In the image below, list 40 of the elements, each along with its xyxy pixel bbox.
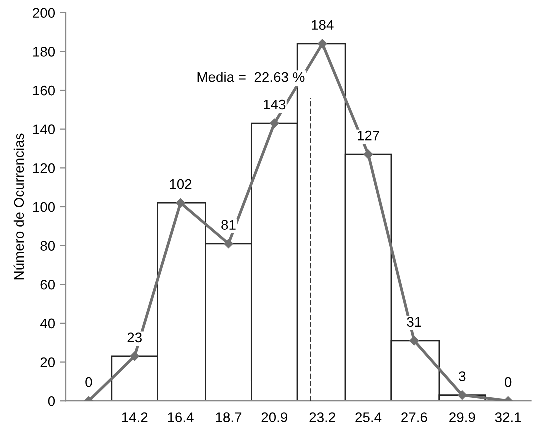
x-tick-label: 20.9: [262, 412, 288, 422]
y-tick-label: 100: [33, 202, 56, 212]
y-tick-label: 200: [33, 8, 56, 18]
x-tick-label: 32.1: [495, 412, 522, 422]
y-tick-label: 160: [33, 86, 56, 96]
y-tick-label: 180: [33, 47, 56, 57]
point: [318, 39, 328, 49]
point: [224, 239, 234, 248]
data-label: 102: [170, 179, 192, 190]
x-tick-label: 14.2: [122, 412, 148, 422]
point: [130, 352, 140, 362]
x-tick-label: 25.4: [356, 412, 382, 422]
x-tick-label: 18.7: [216, 412, 242, 422]
y-tick-label: 20: [40, 358, 56, 368]
data-label: 0: [504, 377, 512, 388]
data-label: 143: [264, 100, 286, 110]
point: [270, 118, 280, 128]
ref-line-label: Media = 22.63 %: [198, 72, 305, 82]
y-tick-label: 140: [33, 124, 56, 135]
data-label: 0: [86, 377, 92, 388]
data-label: 31: [407, 317, 422, 328]
y-tick-label: 60: [40, 280, 56, 290]
data-label: 127: [358, 130, 380, 141]
y-tick-label: 80: [40, 241, 56, 251]
data-label: 3: [459, 372, 466, 382]
data-label: 184: [312, 20, 334, 30]
point: [176, 198, 186, 208]
data-label: 23: [128, 332, 142, 343]
y-tick-label: 40: [40, 318, 56, 329]
point: [410, 336, 420, 346]
point: [458, 390, 468, 400]
x-tick-label: 16.4: [168, 412, 194, 422]
point: [364, 150, 374, 160]
y-tick-label: 120: [33, 164, 56, 174]
data-label: 81: [222, 220, 236, 230]
x-tick-label: 29.9: [450, 412, 476, 422]
x-tick-label: 23.2: [310, 412, 336, 422]
y-axis-title: Número de Ocurrencias: [14, 134, 24, 280]
y-tick-label: 0: [48, 396, 56, 406]
x-tick-label: 27.6: [402, 412, 428, 422]
